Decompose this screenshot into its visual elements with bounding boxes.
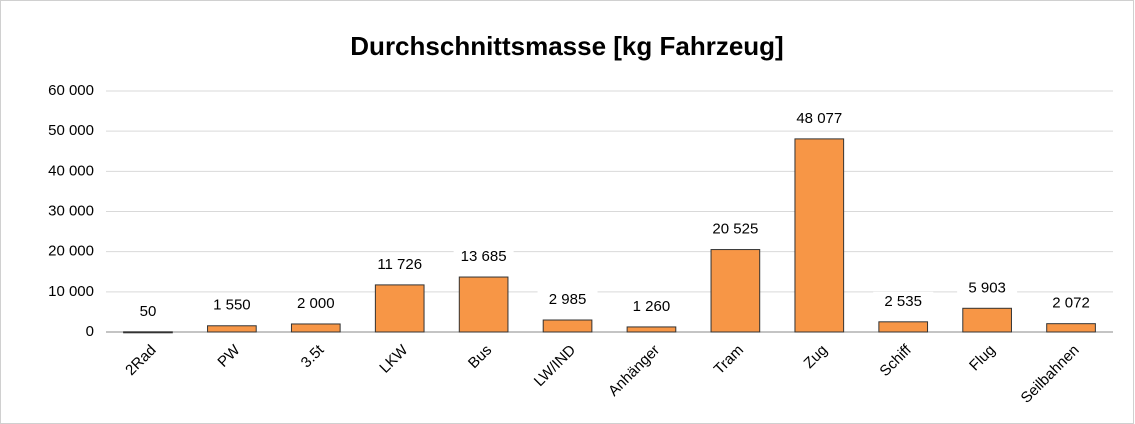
bar (374, 284, 425, 333)
data-label-bg (537, 290, 598, 311)
data-label-bg (285, 293, 346, 314)
bar (290, 323, 341, 333)
data-label-bg (957, 278, 1018, 299)
y-tick-label: 10 000 (48, 283, 94, 300)
y-tick-label: 40 000 (48, 162, 94, 179)
chart-title: Durchschnittsmasse [kg Fahrzeug] (350, 31, 783, 61)
y-tick-label: 50 000 (48, 122, 94, 139)
data-label: 2 985 (549, 291, 587, 308)
data-label: 5 903 (968, 279, 1006, 296)
data-label: 20 525 (712, 221, 758, 238)
bar (207, 325, 257, 333)
data-label-bg (369, 254, 430, 275)
data-label: 11 726 (377, 256, 422, 273)
data-label-bg (705, 219, 766, 240)
data-label-bg (873, 291, 934, 312)
bar (1046, 323, 1096, 333)
data-label: 1 260 (633, 298, 671, 315)
data-label: 13 685 (461, 248, 507, 265)
bar (626, 326, 677, 333)
y-tick-label: 60 000 (48, 82, 94, 99)
bar (878, 321, 929, 333)
y-tick-label: 0 (86, 323, 94, 340)
data-label-bg (117, 301, 178, 322)
data-label-bg (789, 108, 850, 129)
bar (962, 307, 1012, 333)
data-label: 2 000 (297, 295, 335, 312)
data-label: 48 077 (796, 110, 842, 127)
data-label: 2 072 (1052, 295, 1090, 312)
y-tick-label: 20 000 (48, 243, 94, 260)
bar (458, 276, 509, 333)
bar (542, 319, 593, 333)
data-label-bg (201, 295, 262, 316)
bar (123, 331, 173, 334)
data-label: 1 550 (213, 297, 251, 314)
bar (710, 249, 761, 333)
bar (794, 138, 845, 333)
data-label: 2 535 (884, 293, 922, 310)
y-tick-label: 30 000 (48, 202, 94, 219)
data-label-bg (621, 296, 682, 317)
data-label: 50 (140, 303, 157, 320)
data-label-bg (1041, 293, 1102, 314)
data-label-bg (453, 247, 514, 268)
